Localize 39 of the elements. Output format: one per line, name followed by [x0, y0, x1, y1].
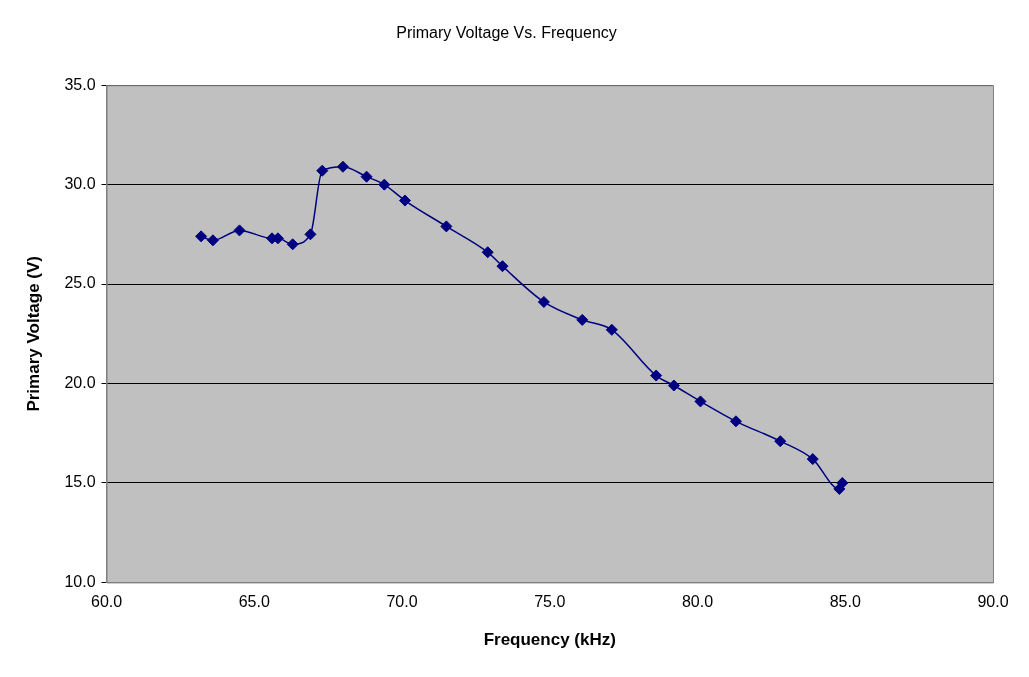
point [304, 228, 317, 241]
x-tick-label: 85.0 [829, 593, 861, 611]
point [836, 476, 849, 489]
point [398, 194, 411, 207]
y-tick-label: 20.0 [64, 373, 96, 391]
x-tick-label: 60.0 [90, 593, 123, 611]
point [233, 224, 246, 237]
y-axis-title: Primary Voltage (V) [23, 256, 43, 412]
point [206, 234, 219, 247]
point [774, 435, 787, 448]
point [605, 323, 618, 336]
chart-title: Primary Voltage Vs. Frequency [396, 24, 617, 42]
point [440, 220, 453, 233]
point [195, 230, 208, 243]
point [667, 379, 680, 392]
x-tick-label: 80.0 [681, 593, 714, 611]
x-tick-label: 70.0 [386, 593, 418, 611]
y-tick-label: 25.0 [64, 274, 96, 292]
y-tick-label: 30.0 [64, 175, 96, 193]
point [650, 369, 663, 382]
point [537, 295, 550, 308]
point [576, 313, 589, 326]
point [360, 170, 373, 183]
x-tick-label: 65.0 [238, 593, 270, 611]
y-tick-label: 15.0 [64, 473, 96, 491]
point [481, 246, 494, 259]
x-tick-label: 75.0 [534, 593, 566, 611]
point [378, 178, 391, 191]
y-tick-label: 35.0 [64, 75, 96, 93]
point [286, 238, 299, 251]
point [496, 260, 509, 273]
point [336, 160, 349, 173]
point [316, 164, 329, 177]
y-tick-label: 10.0 [64, 572, 96, 590]
point [729, 415, 742, 428]
x-axis-title: Frequency (kHz) [483, 630, 616, 650]
x-tick-label: 90.0 [977, 593, 1009, 611]
point [806, 453, 819, 466]
point [694, 395, 707, 408]
